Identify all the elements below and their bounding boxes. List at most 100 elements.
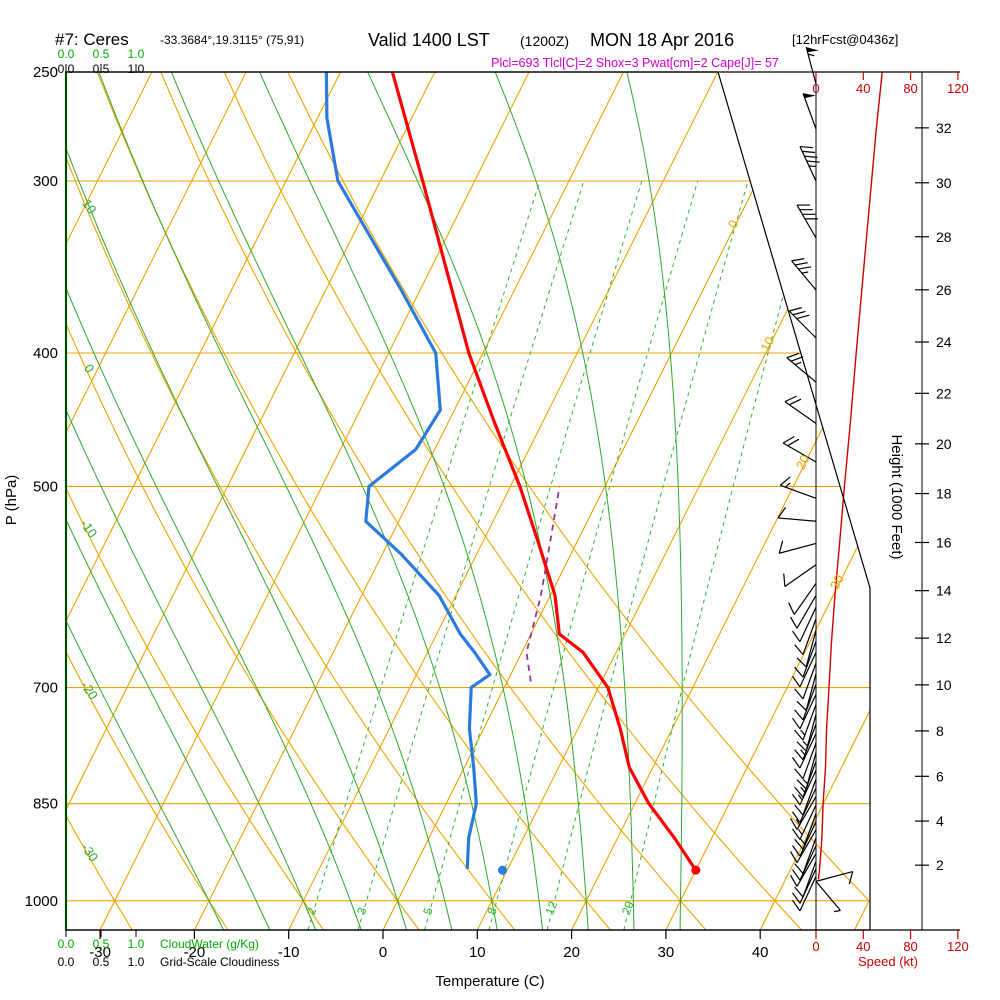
barb-half — [797, 829, 803, 836]
barb-staff — [791, 260, 817, 291]
barb-full — [788, 307, 802, 312]
barb-full — [791, 869, 801, 881]
background-grid — [66, 72, 870, 930]
wind-barb — [782, 435, 817, 463]
cloud-scale-top-green: 0.0 — [58, 47, 75, 61]
mixing-ratio-line — [424, 180, 643, 930]
barb-full — [804, 155, 818, 158]
barb-half — [784, 482, 791, 488]
barb-full — [794, 262, 808, 266]
barb-full — [788, 602, 795, 615]
barb-staff — [784, 564, 817, 588]
sounding-profiles — [324, 72, 701, 875]
speed-axis-label: Speed (kt) — [858, 954, 918, 969]
dry-adiabat-line — [66, 72, 229, 930]
cloudiness-label: Grid-Scale Cloudiness — [160, 955, 279, 969]
cloud-scale-bottom-green: 1.0 — [128, 937, 145, 951]
barb-half — [794, 361, 802, 366]
barb-full — [791, 892, 801, 904]
wind-barb — [791, 258, 817, 291]
barb-staff — [796, 796, 817, 830]
barb-staff — [799, 733, 817, 769]
mixing-ratio-line — [307, 180, 541, 930]
dry-adiabat-line — [66, 72, 420, 930]
title-date: MON 18 Apr 2016 — [590, 30, 734, 50]
barb-full — [791, 258, 805, 262]
barb-staff — [802, 662, 817, 700]
mixing-ratio-label: 3 — [354, 905, 370, 916]
dewpoint-profile-line — [324, 72, 492, 869]
barb-staff — [802, 704, 817, 741]
barb-staff — [778, 517, 817, 522]
wind-barb-column — [777, 46, 883, 913]
mixing-ratio-label: 20 — [619, 899, 637, 917]
height-tick-label: 14 — [936, 583, 952, 599]
wind-barb — [796, 714, 817, 752]
barb-full — [796, 741, 807, 752]
speed-tick-label-bottom: 40 — [856, 939, 870, 954]
temp-tick-label: 0 — [379, 944, 387, 961]
mixing-ratio-label: 8 — [484, 905, 500, 916]
title-coords: -33.3684°,19.3115° (75,91) — [160, 33, 304, 47]
isotherm-line — [193, 72, 624, 930]
dry-adiabat-line — [66, 72, 516, 930]
height-tick-label: 6 — [936, 768, 944, 784]
wind-barb — [783, 564, 817, 588]
wind-barb — [791, 876, 817, 912]
cloud-scale-top-green: 1.0 — [128, 47, 145, 61]
barb-staff — [799, 146, 817, 182]
wind-barb — [794, 813, 817, 850]
height-tick-label: 32 — [936, 120, 952, 136]
wind-barb — [796, 204, 818, 239]
speed-tick-label-top: 40 — [856, 81, 870, 96]
wind-barb — [789, 829, 817, 864]
barb-full — [796, 779, 807, 790]
wind-barb — [794, 618, 817, 655]
wind-barb — [777, 506, 817, 522]
speed-tick-label-top: 0 — [812, 81, 819, 96]
barb-full — [779, 476, 791, 486]
isotherm-line — [66, 72, 436, 930]
isotherm-line — [99, 72, 530, 930]
dry-adiabat-label: 10 — [79, 196, 100, 216]
barb-staff — [799, 607, 817, 642]
barb-full — [788, 398, 802, 406]
isotherm-label: 30 — [827, 572, 847, 592]
barb-full — [794, 666, 804, 678]
pressure-tick-label: 700 — [33, 680, 58, 697]
param-line: Plcl=693 Tlcl[C]=2 Shox=3 Pwat[cm]=2 Cap… — [491, 56, 779, 70]
barb-staff — [799, 787, 817, 823]
wind-barb — [794, 662, 817, 700]
barb-staff — [786, 357, 817, 383]
barb-staff — [793, 582, 817, 615]
temp-tick-label: 40 — [752, 944, 769, 961]
barb-pennant — [803, 93, 816, 99]
isotherm-label: 20 — [793, 452, 813, 472]
barb-full — [794, 729, 804, 741]
wind-barb — [791, 804, 817, 840]
wind-barb — [794, 761, 817, 798]
wind-barb — [779, 476, 817, 499]
barb-half — [800, 838, 806, 845]
barb-full — [777, 506, 787, 519]
wind-barb — [778, 540, 817, 554]
isotherm-line — [288, 72, 719, 930]
pressure-tick-label: 500 — [33, 478, 58, 495]
barb-half — [797, 794, 803, 801]
wind-barb — [796, 630, 817, 668]
barb-staff — [780, 484, 817, 499]
temp-tick-label: 10 — [469, 944, 486, 961]
barb-staff — [802, 813, 817, 850]
mixing-ratio-label: 12 — [542, 899, 560, 917]
height-tick-label: 22 — [936, 385, 952, 401]
isotherm-line — [382, 72, 813, 930]
dry-adiabat-line — [66, 72, 133, 930]
isotherm-line — [665, 72, 870, 930]
barb-half — [800, 786, 806, 793]
barb-staff — [805, 752, 817, 790]
wind-barb — [789, 853, 817, 887]
title-valid: Valid 1400 LST — [368, 30, 490, 50]
barb-staff — [799, 845, 817, 881]
wind-barb — [788, 307, 817, 339]
